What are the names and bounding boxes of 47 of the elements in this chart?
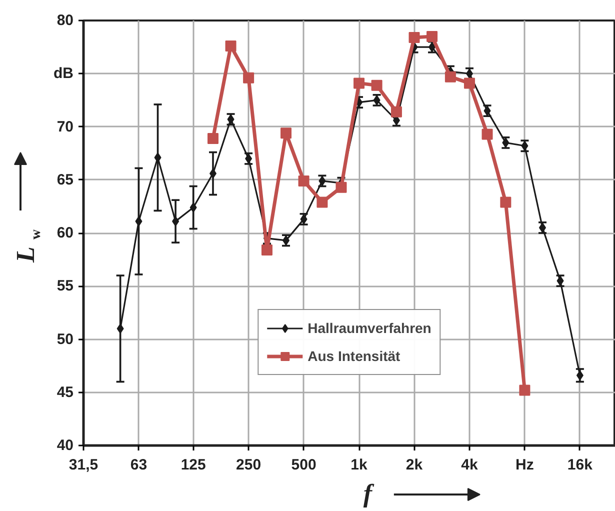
point <box>426 30 438 42</box>
x-tick-label: 250 <box>236 456 262 474</box>
point <box>500 196 512 208</box>
x-axis-title: f <box>363 479 374 508</box>
y-axis-title: Lw <box>11 228 44 264</box>
y-tick-label: 40 <box>56 437 74 454</box>
point <box>464 78 475 89</box>
point <box>225 40 236 52</box>
y-tick-label: 65 <box>56 171 74 188</box>
point <box>207 132 218 144</box>
x-tick-label: 1k <box>350 456 368 474</box>
x-tick-label: 16k <box>567 456 594 474</box>
x-tick-label: 63 <box>130 456 148 474</box>
point <box>371 80 382 91</box>
point <box>190 202 197 212</box>
y-tick-label: 70 <box>56 118 74 136</box>
x-tick-label: Hz <box>516 456 534 474</box>
x-tick-label: 125 <box>180 456 206 474</box>
x-tick-label: 2k <box>406 456 424 474</box>
point <box>444 71 456 82</box>
point <box>482 128 493 140</box>
point <box>172 216 180 226</box>
point <box>354 78 365 89</box>
point <box>316 196 328 208</box>
y-tick-label: 80 <box>56 12 74 29</box>
x-tick-label: 4k <box>461 456 478 474</box>
y-tick-label: 55 <box>56 278 74 295</box>
point <box>336 182 347 193</box>
y-tick-label: dB <box>54 65 74 82</box>
point <box>209 168 216 178</box>
x-tick-label: 31,5 <box>68 456 98 474</box>
y-tick-label: 50 <box>56 330 74 348</box>
point <box>408 32 420 43</box>
legend-label: Hallraumverfahren <box>308 320 432 336</box>
point <box>390 106 402 118</box>
x-tick-label: 500 <box>291 456 316 474</box>
point <box>519 384 530 396</box>
point <box>116 324 124 334</box>
y-tick-label: 60 <box>56 224 74 242</box>
point <box>261 244 272 256</box>
point <box>243 72 254 84</box>
point <box>135 216 142 226</box>
y-tick-label: 45 <box>56 384 74 401</box>
point <box>298 175 310 186</box>
legend-label: Aus Intensität <box>308 348 400 364</box>
point <box>280 128 292 139</box>
point <box>576 370 584 380</box>
